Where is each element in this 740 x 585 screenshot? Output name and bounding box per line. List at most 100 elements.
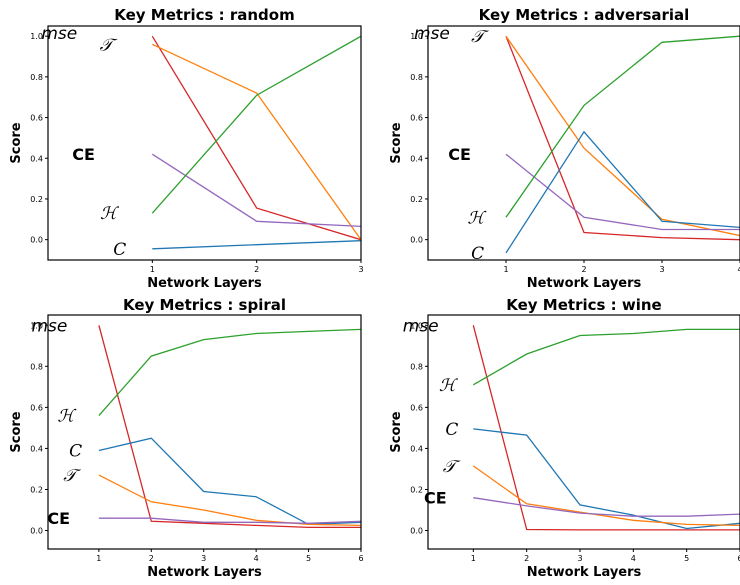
x-axis-label: Network Layers — [527, 565, 642, 580]
x-tick-label: 4 — [737, 265, 740, 274]
x-tick-label: 1 — [150, 265, 155, 274]
series-label-ℋ: ℋ — [467, 208, 487, 228]
x-tick-label: 3 — [577, 554, 582, 563]
x-tick-label: 5 — [684, 554, 689, 563]
series-label-𝒯: 𝒯 — [443, 457, 461, 477]
series-label-mse: mse — [414, 24, 450, 44]
panel-spiral: Key Metrics : spiral 0.0 0.2 0.4 0.6 0.8 1.0 1 2… — [9, 296, 364, 580]
x-tick-label: 1 — [471, 554, 476, 563]
y-tick-label: 0.4 — [30, 154, 43, 163]
y-tick-label: 1.0 — [30, 32, 43, 41]
y-tick-label: 0.4 — [410, 444, 423, 453]
series-line-mse — [505, 35, 740, 241]
x-tick-label: 3 — [358, 265, 363, 274]
series-label-mse: mse — [41, 24, 77, 44]
x-tick-label: 3 — [201, 554, 206, 563]
series-line-C — [98, 437, 361, 526]
chart-title: Key Metrics : random — [114, 6, 294, 24]
series-line-𝒯 — [152, 43, 361, 241]
series-label-mse: mse — [403, 316, 439, 336]
x-tick-label: 3 — [659, 265, 664, 274]
y-tick-label: 0.4 — [410, 154, 423, 163]
x-tick-label: 4 — [254, 554, 259, 563]
chart-title: Key Metrics : spiral — [123, 296, 286, 314]
y-tick-label: 0.4 — [30, 444, 43, 453]
series-group — [472, 325, 740, 531]
y-tick-label: 1.0 — [30, 321, 43, 330]
y-tick-label: 0.0 — [30, 527, 43, 536]
y-axis-label: Score — [389, 122, 404, 163]
series-line-ℋ — [98, 328, 361, 417]
y-tick-label: 0.2 — [30, 195, 43, 204]
y-axis-label: Score — [389, 411, 404, 452]
y-tick-label: 0.8 — [410, 73, 423, 82]
x-axis-label: Network Layers — [147, 565, 262, 580]
x-axis-label: Network Layers — [527, 276, 642, 291]
x-tick-label: 2 — [149, 554, 154, 563]
chart-title: Key Metrics : wine — [506, 296, 661, 314]
series-group — [98, 325, 361, 529]
series-label-CE: CE — [424, 489, 447, 508]
y-tick-label: 0.2 — [30, 485, 43, 494]
y-tick-label: 0.0 — [30, 236, 43, 245]
series-label-ℋ: ℋ — [100, 204, 120, 224]
y-tick-label: 0.0 — [410, 527, 423, 536]
x-tick-label: 6 — [737, 554, 740, 563]
series-line-ℋ — [505, 35, 740, 218]
y-axis-label: Score — [9, 122, 24, 163]
x-tick-label: 6 — [358, 554, 363, 563]
y-tick-label: 0.6 — [410, 114, 423, 123]
y-tick-label: 0.2 — [410, 195, 423, 204]
series-line-ℋ — [151, 35, 361, 214]
x-axis-label: Network Layers — [147, 276, 262, 291]
series-line-𝒯 — [505, 35, 740, 237]
series-label-𝒯: 𝒯 — [471, 27, 489, 47]
y-tick-label: 0.8 — [410, 362, 423, 371]
y-tick-label: 0.8 — [30, 73, 43, 82]
y-tick-label: 0.2 — [410, 485, 423, 494]
x-tick-label: 1 — [503, 265, 508, 274]
plot-frame — [47, 25, 362, 261]
panel-random: Key Metrics : random 0.0 0.2 0.4 0.6 0.8 1.0 1 2… — [9, 6, 364, 291]
series-label-C: C — [471, 244, 484, 264]
y-tick-label: 0.6 — [410, 403, 423, 412]
y-axis-label: Score — [9, 411, 24, 452]
series-label-C: C — [69, 441, 82, 461]
series-label-CE: CE — [448, 145, 471, 164]
series-line-CE — [151, 153, 361, 228]
x-tick-label: 1 — [96, 554, 101, 563]
panel-wine: Key Metrics : wine 0.0 0.2 0.4 0.6 0.8 1.0 1 2 3 4… — [389, 296, 740, 580]
x-tick-label: 2 — [254, 265, 259, 274]
x-tick-label: 2 — [524, 554, 529, 563]
series-label-ℋ: ℋ — [57, 407, 77, 427]
series-group — [505, 35, 740, 254]
y-tick-label: 0.8 — [30, 362, 43, 371]
plot-frame — [47, 314, 362, 550]
series-line-𝒯 — [472, 465, 740, 527]
series-label-ℋ: ℋ — [439, 376, 459, 396]
series-line-CE — [473, 497, 740, 517]
series-line-CE — [505, 153, 740, 231]
x-tick-label: 5 — [306, 554, 311, 563]
series-line-CE — [98, 517, 361, 524]
y-tick-label: 1.0 — [410, 321, 423, 330]
series-line-ℋ — [472, 328, 740, 386]
series-label-𝒯: 𝒯 — [100, 35, 118, 55]
series-line-C — [152, 240, 361, 250]
series-label-C: C — [445, 420, 458, 440]
y-tick-label: 1.0 — [410, 32, 423, 41]
x-tick-label: 2 — [581, 265, 586, 274]
series-line-𝒯 — [98, 474, 361, 527]
series-line-C — [505, 130, 740, 254]
y-tick-label: 0.6 — [30, 403, 43, 412]
series-label-CE: CE — [72, 145, 95, 164]
chart-title: Key Metrics : adversarial — [479, 6, 690, 24]
plot-frame — [427, 314, 740, 550]
series-line-mse — [98, 325, 361, 529]
series-line-mse — [472, 325, 740, 531]
y-tick-label: 0.6 — [30, 114, 43, 123]
series-line-C — [473, 428, 740, 530]
panel-adversarial: Key Metrics : adversarial 0.0 0.2 0.4 0.6 0.8… — [389, 6, 740, 291]
series-label-CE: CE — [47, 509, 70, 528]
